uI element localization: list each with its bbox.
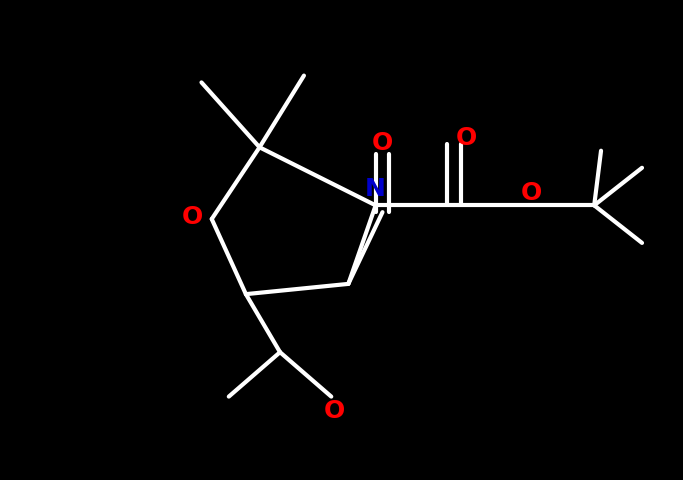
Text: O: O: [520, 180, 542, 204]
Text: N: N: [365, 177, 386, 201]
Text: O: O: [456, 126, 477, 150]
Text: O: O: [372, 131, 393, 155]
Text: O: O: [324, 398, 346, 422]
Text: O: O: [182, 204, 204, 228]
